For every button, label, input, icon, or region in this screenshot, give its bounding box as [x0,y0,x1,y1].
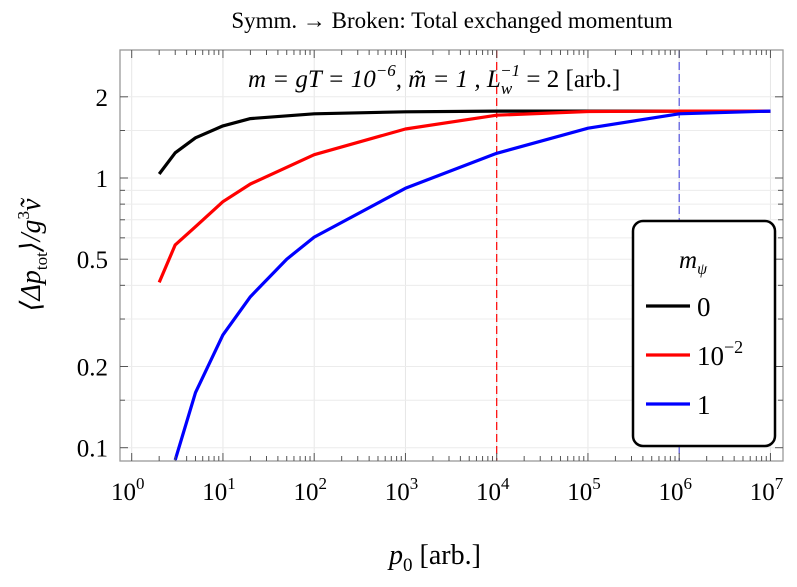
y-tick-label: 0.5 [77,247,108,274]
legend-label: 10−2 [697,337,743,371]
y-tick-label: 1 [96,166,109,193]
plot-frame [119,49,784,462]
chart-title: Symm. → Broken: Total exchanged momentum [231,8,672,33]
x-tick-label: 106 [658,474,692,506]
x-tick-label: 100 [111,474,145,506]
parameter-annotation: m = gT = 10−6, m̃ = 1 , Lw−1 = 2 [arb.] [248,61,620,98]
legend-box [631,219,777,448]
series-group [157,109,771,461]
legend: mψ 0 10−2 1 [631,219,777,448]
y-axis-label: ⟨Δptot⟩/g3ṽ [14,197,51,312]
x-tick-labels: 100 101 102 103 104 105 106 107 [111,474,784,506]
x-tick-label: 104 [476,474,510,506]
y-tick-labels: 2 1 0.5 0.2 0.1 [77,85,108,463]
x-tick-label: 107 [750,474,784,506]
x-tick-label: 105 [567,474,601,506]
ticks [120,50,783,461]
x-tick-label: 103 [385,474,419,506]
y-tick-label: 0.1 [77,436,108,463]
legend-title: mψ [679,247,708,278]
x-axis-label: p0 [arb.] [387,540,481,576]
x-tick-label: 101 [202,474,236,506]
series-line-1 [173,109,771,461]
y-tick-label: 0.2 [77,355,108,382]
legend-label: 1 [697,390,711,420]
x-tick-label: 102 [293,474,327,506]
legend-label: 0 [697,292,711,322]
series-line-10^-2 [157,109,771,284]
y-tick-label: 2 [96,85,109,112]
